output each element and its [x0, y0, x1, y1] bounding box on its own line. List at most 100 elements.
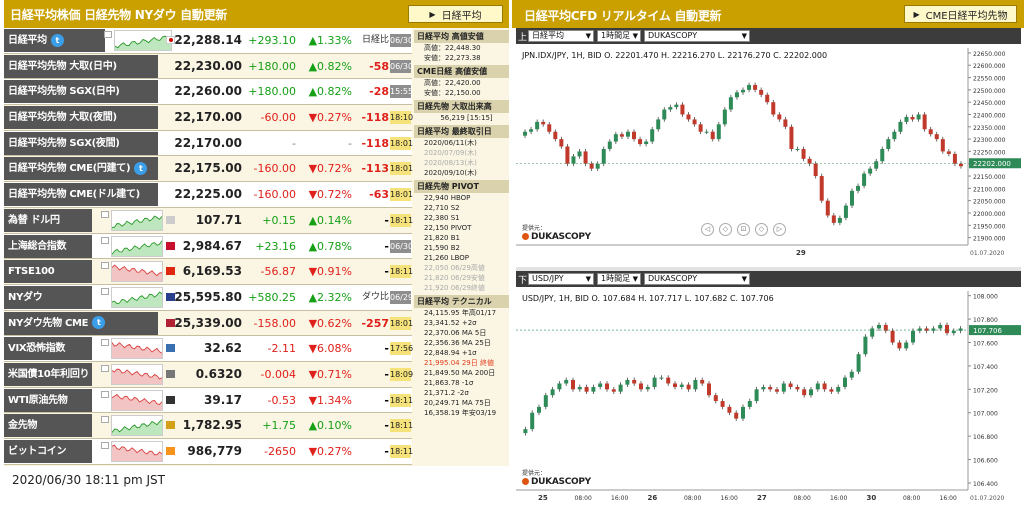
nav-prev-icon[interactable]: ◇: [719, 223, 732, 236]
quote-time: 06/29: [390, 290, 414, 304]
candle: [843, 375, 847, 390]
candle: [625, 129, 630, 140]
quote-row[interactable]: 米国債10年利回り 0.6320 -0.004 ▼0.71% -18:09: [4, 361, 413, 388]
candlestick-chart[interactable]: 22650.000 22600.000 22550.000 22500.000 2245…: [516, 28, 1021, 267]
quote-name[interactable]: 日経平均先物 大取(夜間): [4, 106, 158, 130]
candle: [674, 102, 679, 110]
nikkei-average-button[interactable]: ▶ 日経平均: [408, 5, 503, 23]
quote-name[interactable]: 米国債10年利回り: [4, 362, 92, 386]
quote-name[interactable]: 日経平均先物 大取(日中): [4, 54, 158, 78]
quote-name[interactable]: 日経平均先物 CME(円建て) t: [4, 157, 158, 181]
quote-price: 22,175.00: [174, 161, 242, 176]
quote-row[interactable]: 為替 ドル円 107.71 +0.15 ▲0.14% -18:11: [4, 207, 413, 234]
sidebar-line: 22,940 HBOP: [424, 194, 471, 202]
candle: [931, 326, 936, 334]
quote-time: 18:11: [390, 445, 414, 458]
nav-center-icon[interactable]: ⊡: [737, 223, 750, 236]
quote-row[interactable]: 日経平均先物 CME(ドル建て) 22,225.00 -160.00 ▼0.72% -6…: [4, 182, 413, 208]
quote-row[interactable]: NYダウ先物 CME t 25,339.00 -158.00 ▼0.62% -257 18:…: [4, 310, 413, 337]
quote-name[interactable]: 日経平均先物 SGX(日中): [4, 80, 158, 104]
quote-row[interactable]: 日経平均先物 大取(日中) 22,230.00 +180.00 ▲0.82% -58 06…: [4, 53, 413, 80]
quote-name[interactable]: 日経平均先物 SGX(夜間): [4, 131, 158, 155]
candle: [807, 156, 812, 167]
candle: [815, 381, 820, 392]
chart-interval-select[interactable]: 1時間足 ▼: [597, 273, 641, 285]
quote-row[interactable]: 日経平均先物 SGX(夜間) 22,170.00- - -118 18:01: [4, 130, 413, 157]
quote-row[interactable]: 日経平均先物 CME(円建て) t 22,175.00 -160.00 ▼0.72% -1…: [4, 156, 413, 183]
sidebar-line: 21,995.04 29日 終値: [424, 359, 494, 367]
cme-nikkei-button[interactable]: ▶ CME日経平均先物: [904, 5, 1017, 23]
quote-name[interactable]: ビットコイン: [4, 440, 92, 463]
quote-percent: ▼0.71%: [308, 367, 352, 381]
flag-icon: [166, 267, 175, 276]
chart-date: 01.07.2020: [970, 250, 1005, 257]
candle: [765, 92, 770, 105]
quote-row[interactable]: 日経平均先物 大取(夜間) 22,170.00 -60.00 ▼0.27% -118 18…: [4, 105, 413, 131]
quote-name[interactable]: FTSE100: [4, 260, 92, 284]
sidebar-heading: 日経先物 大取出来高: [414, 100, 509, 113]
twitter-icon[interactable]: t: [50, 33, 64, 47]
nav-forward-icon[interactable]: ▷: [773, 223, 786, 236]
quote-name[interactable]: NYダウ: [4, 285, 92, 309]
chart-symbol-select[interactable]: USD/JPY ▼: [528, 273, 594, 285]
chart-toolbar: 上日経平均 ▼ 1時間足 ▼ DUKASCOPY ▼: [516, 28, 1021, 44]
last-price-label: 22202.000: [973, 160, 1011, 168]
candle: [639, 381, 643, 392]
y-tick-label: 22100.000: [973, 186, 1006, 193]
chart-interval-select[interactable]: 1時間足 ▼: [597, 30, 641, 42]
quote-row[interactable]: 日経平均 t 22,288.14 +293.10 ▲1.33% 日経比 06/30: [4, 28, 413, 54]
candlestick-chart[interactable]: 108.000 107.800 107.600 107.400 107.200 107.0…: [516, 271, 1021, 512]
candle: [819, 173, 824, 204]
candle: [958, 161, 963, 169]
nav-back-icon[interactable]: ◁: [701, 223, 714, 236]
expand-icon[interactable]: [101, 364, 109, 372]
quote-row[interactable]: ビットコイン 986,779 -2650 ▼0.27% -18:11: [4, 439, 414, 465]
quote-row[interactable]: 金先物 1,782.95 +1.75 ▲0.10% -18:11: [4, 413, 413, 439]
quote-name-label: NYダウ: [8, 291, 43, 303]
expand-icon[interactable]: [101, 390, 109, 398]
quote-name[interactable]: 日経平均 t: [4, 29, 105, 52]
play-icon: ▶: [913, 9, 920, 19]
quote-name[interactable]: 金先物: [4, 414, 92, 438]
candle: [934, 131, 939, 142]
left-panel: 日経平均株価 日経先物 NYダウ 自動更新 ▶ 日経平均 日経平均 t 22,288.…: [4, 0, 509, 466]
y-tick-label: 107.200: [973, 387, 998, 394]
candle: [727, 404, 732, 416]
chart-source-select[interactable]: DUKASCOPY ▼: [644, 273, 750, 285]
expand-icon[interactable]: [101, 210, 109, 218]
expand-icon[interactable]: [101, 262, 109, 270]
quote-row[interactable]: WTI原油先物 39.17 -0.53 ▼1.34% -18:11: [4, 387, 413, 414]
candle: [940, 136, 945, 154]
quote-row[interactable]: NYダウ 25,595.80 +580.25 ▲2.32% ダウ比 06/29: [4, 284, 414, 311]
divider: [516, 267, 1021, 271]
candle: [945, 322, 949, 336]
expand-icon[interactable]: [101, 339, 109, 347]
nav-next-icon[interactable]: ◇: [755, 223, 768, 236]
quote-name[interactable]: VIX恐怖指数: [4, 337, 92, 361]
quote-change: +23.16: [255, 239, 296, 253]
chart-source-select[interactable]: DUKASCOPY ▼: [644, 30, 750, 42]
quote-name[interactable]: 日経平均先物 CME(ドル建て): [4, 183, 158, 207]
expand-icon[interactable]: [101, 416, 109, 424]
quote-name[interactable]: NYダウ先物 CME t: [4, 311, 158, 335]
candle: [781, 381, 786, 395]
quote-name[interactable]: 上海総合指数: [4, 234, 92, 258]
twitter-icon[interactable]: t: [92, 316, 106, 330]
x-tick-label: 16:00: [611, 495, 628, 502]
quote-name[interactable]: 為替 ドル円: [4, 208, 92, 232]
quote-row[interactable]: FTSE100 6,169.53 -56.87 ▼0.91% -18:11: [4, 259, 413, 285]
quote-row[interactable]: VIX恐怖指数 32.62 -2.11 ▼6.08% -17:56: [4, 336, 413, 362]
expand-icon[interactable]: [101, 236, 109, 244]
candle: [668, 104, 673, 112]
quote-name[interactable]: WTI原油先物: [4, 388, 92, 412]
quote-row[interactable]: 上海総合指数 2,984.67 +23.16 ▲0.78% -06/30: [4, 233, 413, 260]
chart-symbol-select[interactable]: 日経平均 ▼: [528, 30, 594, 42]
quote-row[interactable]: 日経平均先物 SGX(日中) 22,260.00 +180.00 ▲0.82% -28 1…: [4, 79, 413, 106]
twitter-icon[interactable]: t: [134, 161, 148, 175]
candle: [938, 322, 943, 331]
japan-flag-icon: [166, 36, 175, 44]
expand-icon[interactable]: [101, 287, 109, 295]
expand-icon[interactable]: [104, 31, 112, 38]
candle: [632, 129, 637, 142]
expand-icon[interactable]: [101, 442, 109, 449]
